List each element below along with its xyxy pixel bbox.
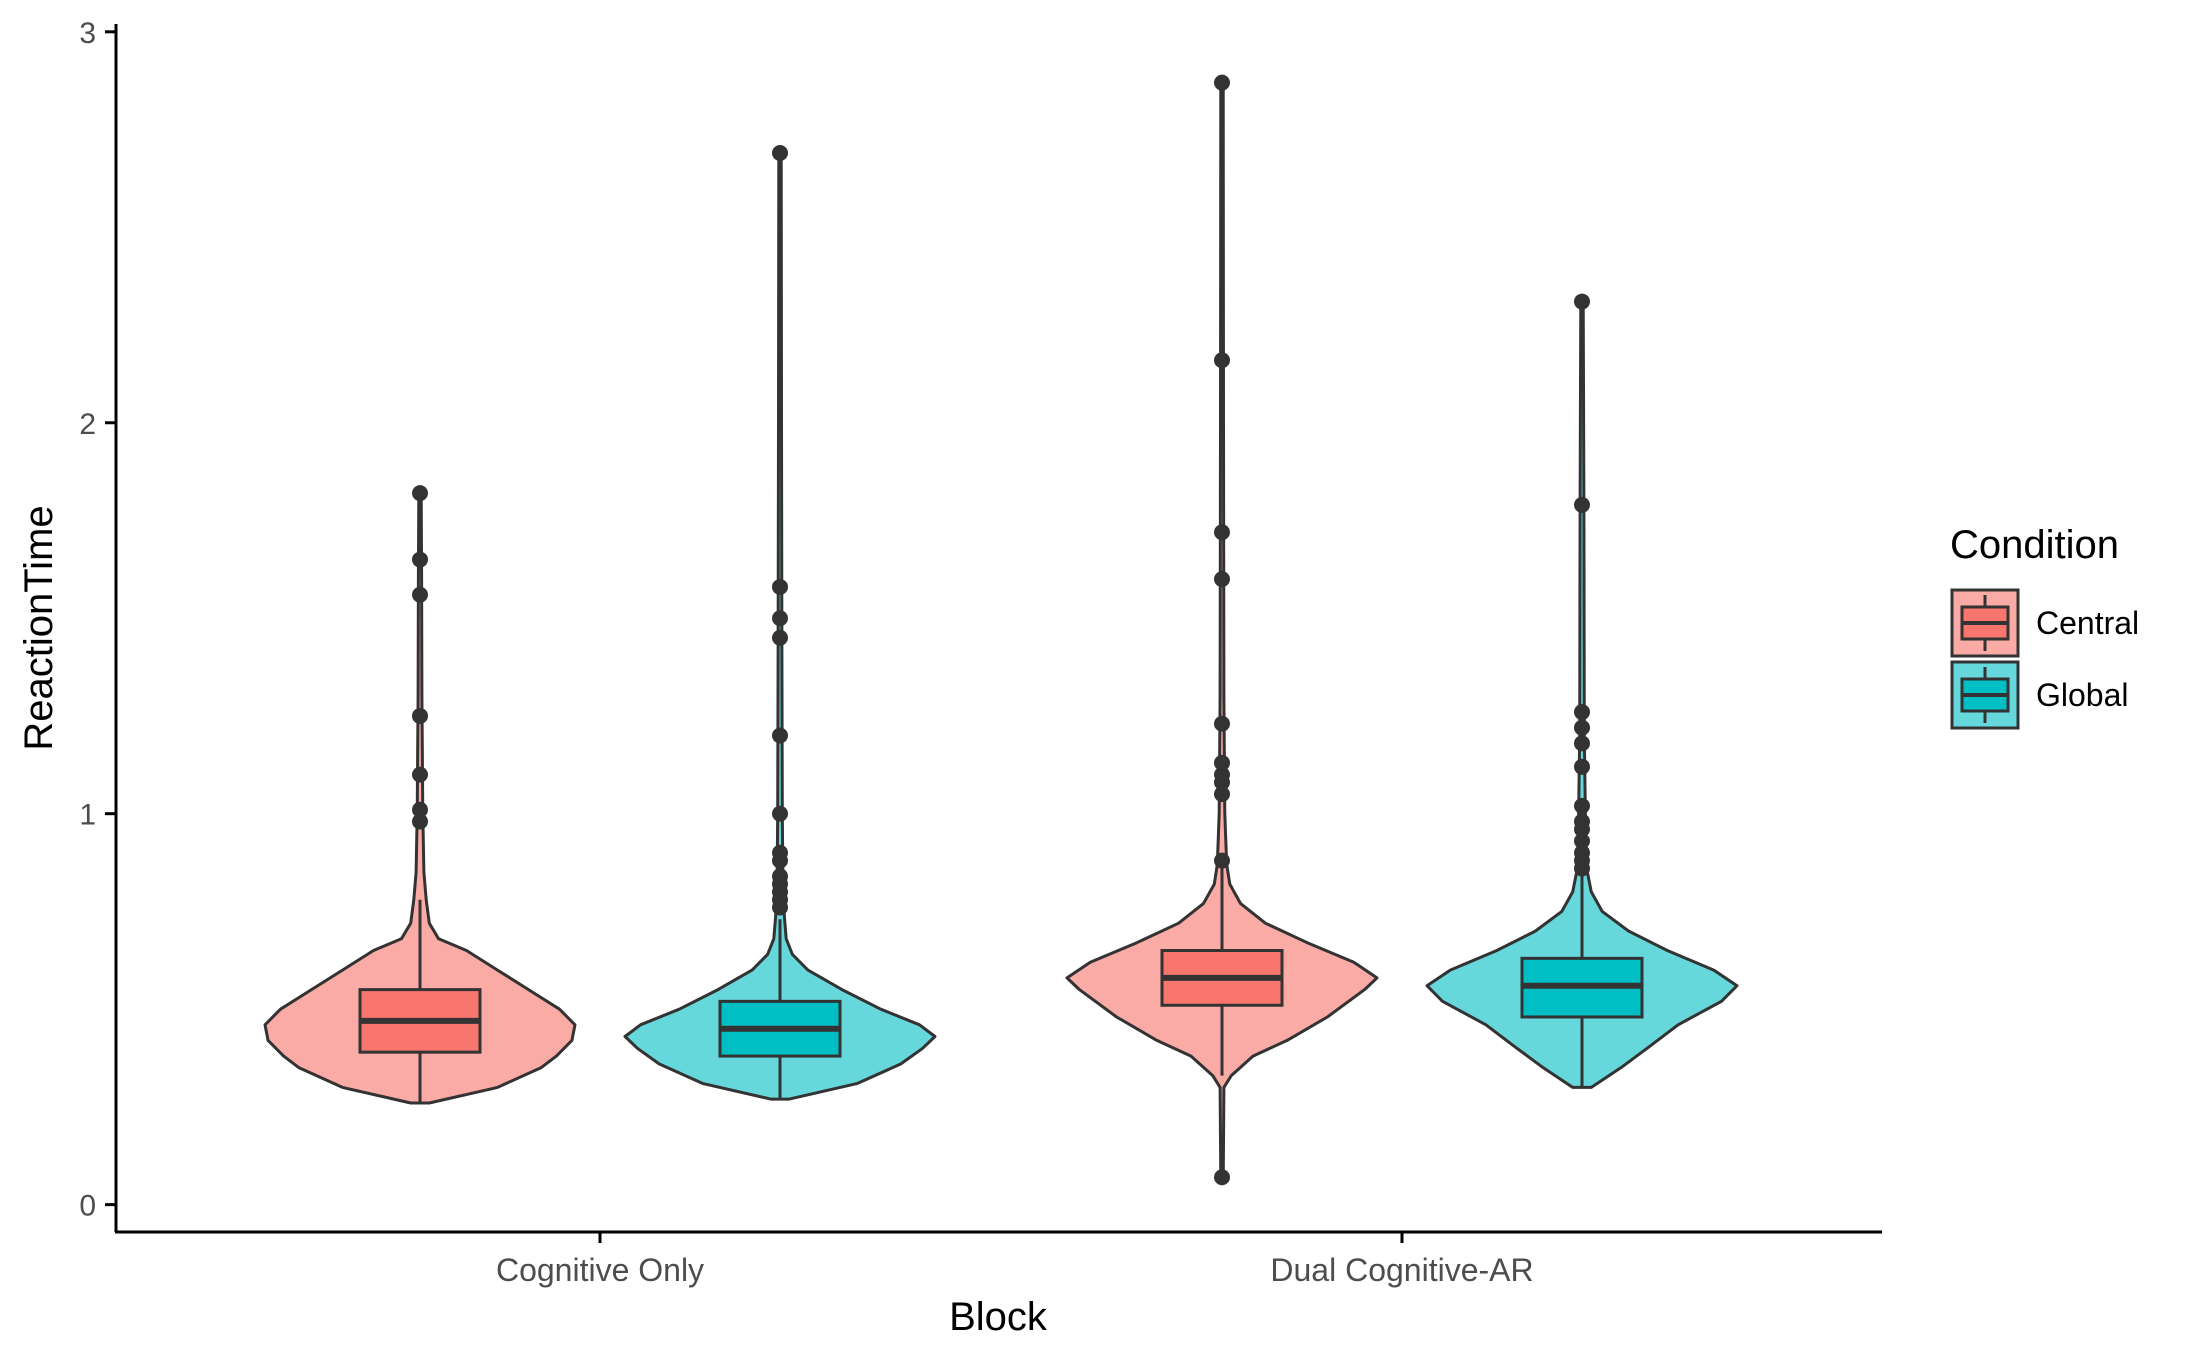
- outlier-point: [1574, 797, 1590, 814]
- legend-item-global: Global: [1950, 660, 2129, 730]
- legend-item-central: Central: [1950, 588, 2139, 658]
- outlier-point: [1574, 844, 1590, 861]
- y-tick-label: 1: [79, 799, 96, 832]
- x-tick-label: Dual Cognitive-AR: [1270, 1252, 1533, 1288]
- outlier-point: [1574, 813, 1590, 830]
- plot-area: [263, 74, 1739, 1186]
- outlier-point: [772, 578, 788, 595]
- outlier-point: [1574, 496, 1590, 513]
- y-axis-title: ReactionTime: [17, 505, 61, 750]
- outlier-point: [772, 727, 788, 744]
- violin-group-central: [263, 485, 577, 1105]
- x-tick-label: Cognitive Only: [496, 1252, 704, 1288]
- outlier-point: [1214, 754, 1230, 771]
- outlier-point: [412, 707, 428, 724]
- outlier-point: [1214, 74, 1230, 91]
- outlier-point: [1574, 735, 1590, 752]
- outlier-point: [412, 485, 428, 502]
- legend-label: Global: [2036, 677, 2129, 713]
- outlier-point: [772, 868, 788, 885]
- x-ticks: Cognitive Only Dual Cognitive-AR: [496, 1232, 1534, 1288]
- outlier-point: [1214, 571, 1230, 588]
- outlier-point: [1214, 715, 1230, 732]
- outlier-point: [412, 801, 428, 818]
- outlier-point: [412, 766, 428, 783]
- outlier-point: [772, 610, 788, 627]
- legend-label: Central: [2036, 605, 2139, 641]
- outlier-point: [1574, 704, 1590, 721]
- outlier-point: [1574, 293, 1590, 310]
- outlier-point: [1574, 833, 1590, 850]
- legend-title: Condition: [1950, 523, 2119, 567]
- outlier-point: [412, 586, 428, 603]
- outlier-point: [1214, 524, 1230, 541]
- outlier-point: [1214, 352, 1230, 369]
- outlier-point: [772, 629, 788, 646]
- violin-group-global: [1425, 293, 1739, 1089]
- y-ticks: 0 1 2 3: [79, 17, 116, 1223]
- outlier-point: [1574, 719, 1590, 736]
- legend: Condition Central Global: [1950, 523, 2139, 730]
- y-tick-label: 2: [79, 408, 96, 441]
- x-axis-title: Block: [949, 1295, 1048, 1339]
- outlier-point: [1214, 766, 1230, 783]
- outlier-point: [772, 844, 788, 861]
- axes: 0 1 2 3 Cognitive Only Dual Cognitive-AR Blo…: [17, 17, 1882, 1339]
- outlier-point: [412, 551, 428, 568]
- y-tick-label: 0: [79, 1190, 96, 1223]
- violin-group-central: [1065, 74, 1379, 1186]
- outlier-point: [772, 805, 788, 822]
- outlier-point: [772, 145, 788, 162]
- outlier-point: [1214, 852, 1230, 869]
- outlier-point: [1214, 786, 1230, 803]
- outlier-point: [1574, 758, 1590, 775]
- y-tick-label: 3: [79, 17, 96, 50]
- outlier-point: [1214, 1169, 1230, 1186]
- outlier-point: [412, 813, 428, 830]
- violin-group-global: [623, 145, 937, 1101]
